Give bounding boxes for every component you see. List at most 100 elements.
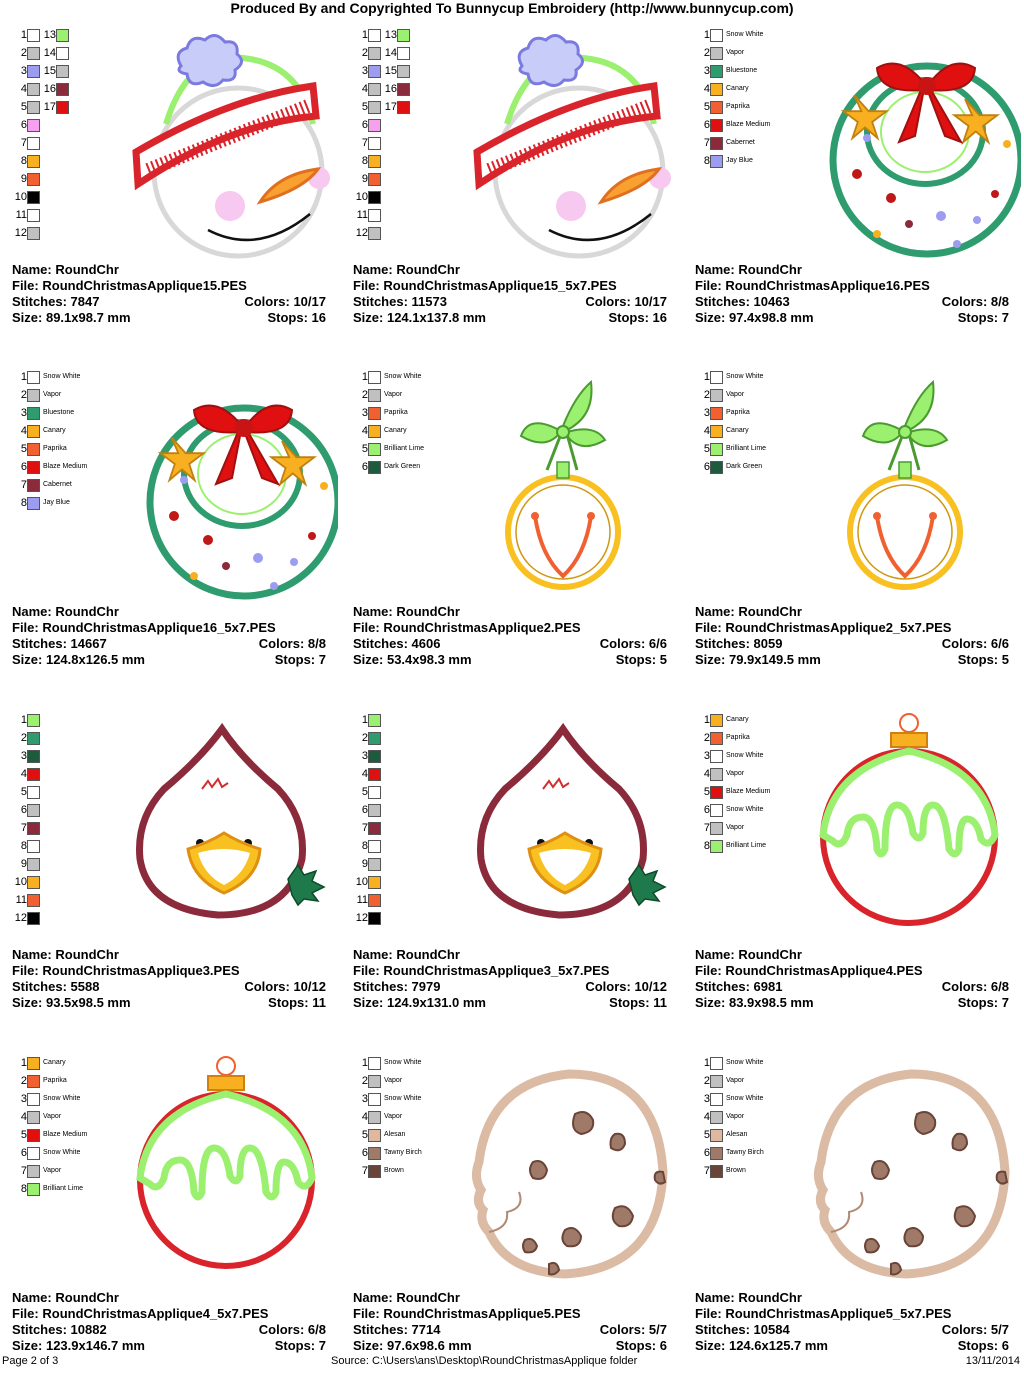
size: Size: 93.5x98.5 mm Stops: 11 <box>12 995 326 1011</box>
swatch-color-box <box>368 461 381 474</box>
swatch-color-box <box>27 497 40 510</box>
swatch-color-box <box>368 840 381 853</box>
design-name: Name: RoundChr <box>12 947 326 963</box>
swatch-color-name: Brown <box>726 1167 746 1174</box>
swatch-number: 17 <box>43 101 56 113</box>
design-name: Name: RoundChr <box>695 262 1009 278</box>
file-name-label: File: <box>695 963 722 978</box>
stops-value: 11 <box>312 995 326 1010</box>
design-name-label: Name: <box>695 1290 735 1305</box>
swatch-color-box <box>368 101 381 114</box>
stitches: Stitches: 6981 Colors: 6/8 <box>695 979 1009 995</box>
color-swatch: 9 <box>355 857 381 875</box>
swatch-number: 2 <box>20 732 27 744</box>
swatch-color-name: Snow White <box>726 806 764 813</box>
swatch-number: 12 <box>14 227 27 239</box>
color-swatch: 5 Alesan <box>355 1128 405 1146</box>
stitches-label: Stitches: <box>12 1322 67 1337</box>
size-label: Size: <box>695 995 726 1010</box>
color-swatch: 8 Jay Blue <box>14 496 70 514</box>
swatch-color-name: Dark Green <box>384 463 421 470</box>
color-swatch: 5 <box>14 100 40 118</box>
design-name-value: RoundChr <box>396 947 460 962</box>
color-swatch: 7 <box>355 136 381 154</box>
swatch-color-name: Paprika <box>43 1077 67 1084</box>
color-swatch: 2 <box>14 46 40 64</box>
swatch-number: 1 <box>361 1057 368 1069</box>
stops-value: 7 <box>1001 310 1009 325</box>
swatch-number: 6 <box>20 461 27 473</box>
swatch-number: 16 <box>43 83 56 95</box>
size-value: 97.6x98.6 mm <box>386 1338 472 1353</box>
swatch-color-box <box>368 65 381 78</box>
swatch-number: 10 <box>14 191 27 203</box>
size-value: 89.1x98.7 mm <box>45 310 131 325</box>
swatch-color-box <box>27 191 40 204</box>
swatch-color-box <box>27 461 40 474</box>
swatch-color-box <box>710 840 723 853</box>
stops-value: 7 <box>318 1338 326 1353</box>
swatch-color-name: Vapor <box>43 1167 62 1174</box>
stops-value: 6 <box>1001 1338 1009 1353</box>
swatch-color-name: Cabernet <box>726 139 755 146</box>
color-swatch: 7 Brown <box>697 1164 746 1182</box>
color-swatch: 2 Vapor <box>355 388 402 406</box>
color-swatch: 8 <box>355 154 381 172</box>
stops-label: Stops: <box>615 652 657 667</box>
design-name-label: Name: <box>353 262 393 277</box>
color-swatch: 4 Canary <box>697 424 749 442</box>
swatch-color-name: Vapor <box>726 824 745 831</box>
color-swatch: 15 <box>384 64 410 82</box>
color-swatch: 4 Canary <box>14 424 66 442</box>
color-swatch: 14 <box>43 46 69 64</box>
color-swatch: 7 Cabernet <box>697 136 755 154</box>
swatch-number: 1 <box>703 714 710 726</box>
stitches-value: 14667 <box>70 636 107 651</box>
swatch-number: 5 <box>20 101 27 113</box>
swatch-color-box <box>710 1057 723 1070</box>
colors-label: Colors: <box>941 1322 988 1337</box>
design-name-value: RoundChr <box>55 947 119 962</box>
color-swatch: 8 Brilliant Lime <box>14 1182 83 1200</box>
swatch-color-name: Vapor <box>384 391 403 398</box>
color-swatch: 1 <box>355 713 381 731</box>
swatch-number: 1 <box>20 371 27 383</box>
swatch-number: 7 <box>703 137 710 149</box>
swatch-color-name: Brilliant Lime <box>384 445 425 452</box>
color-swatch: 5 Blaze Medium <box>697 785 770 803</box>
design-preview <box>108 366 342 602</box>
swatch-color-box <box>368 227 381 240</box>
design-name-label: Name: <box>12 262 52 277</box>
swatch-color-name: Tawny Birch <box>726 1149 764 1156</box>
wreath-design-image <box>146 404 342 600</box>
stops-value: 7 <box>318 652 326 667</box>
stitches: Stitches: 7714 Colors: 5/7 <box>353 1322 667 1338</box>
file-name: File: RoundChristmasApplique4_5x7.PES <box>12 1306 326 1322</box>
snowman-design-image <box>473 34 671 259</box>
swatch-number: 1 <box>703 29 710 41</box>
swatch-color-box <box>710 1129 723 1142</box>
swatch-number: 6 <box>361 804 368 816</box>
color-swatch: 5 Alesan <box>697 1128 747 1146</box>
size-label: Size: <box>353 310 384 325</box>
stitches-value: 4606 <box>411 636 441 651</box>
swatch-color-name: Snow White <box>726 752 764 759</box>
swatch-number: 8 <box>361 840 368 852</box>
color-swatch: 6 <box>355 803 381 821</box>
color-swatch: 13 <box>384 28 410 46</box>
design-name-value: RoundChr <box>738 1290 802 1305</box>
swatch-color-box <box>710 137 723 150</box>
design-info: Name: RoundChr File: RoundChristmasAppliq… <box>12 947 326 1011</box>
swatch-number: 14 <box>43 47 56 59</box>
swatch-number: 10 <box>355 191 368 203</box>
swatch-number: 16 <box>384 83 397 95</box>
design-name-value: RoundChr <box>396 604 460 619</box>
color-swatch: 4 Canary <box>355 424 407 442</box>
swatch-number: 2 <box>703 732 710 744</box>
swatch-number: 5 <box>703 1129 710 1141</box>
swatch-color-box <box>27 804 40 817</box>
stops-value: 5 <box>659 652 667 667</box>
colors-value: 10/12 <box>293 979 326 994</box>
swatch-color-box <box>27 858 40 871</box>
swatch-color-box <box>27 479 40 492</box>
